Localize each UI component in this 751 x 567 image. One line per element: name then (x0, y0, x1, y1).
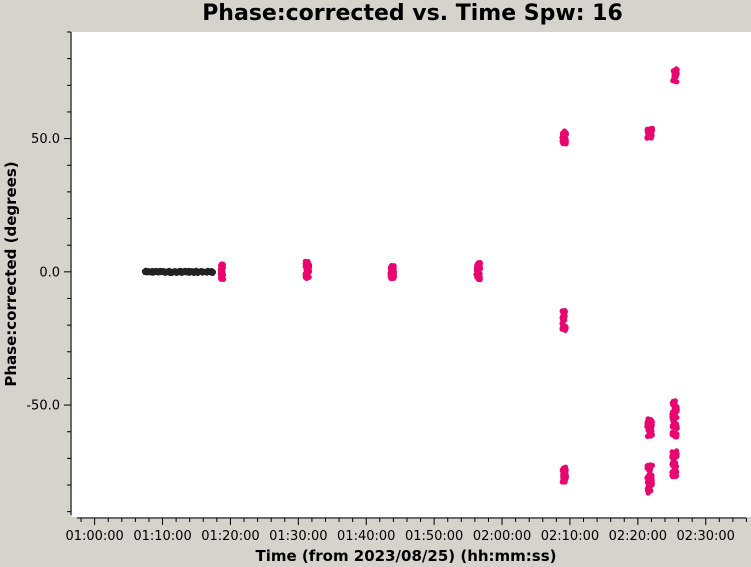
data-point (648, 488, 654, 494)
data-point (672, 450, 678, 456)
y-tick-label: 0.0 (39, 265, 60, 280)
data-point (648, 127, 654, 133)
data-point (649, 477, 655, 483)
data-point (561, 131, 567, 137)
data-point (674, 425, 680, 431)
x-tick-label: 01:00:00 (65, 529, 123, 544)
data-point (219, 267, 225, 273)
data-point (671, 73, 677, 79)
data-point (647, 426, 653, 433)
data-point (670, 461, 676, 467)
data-point (219, 275, 225, 281)
data-point (670, 418, 676, 424)
data-point (561, 137, 567, 144)
data-point (304, 259, 311, 265)
data-point (476, 276, 482, 282)
x-tick-label: 02:10:00 (541, 529, 599, 544)
data-point (647, 420, 654, 426)
y-tick-label: -50.0 (26, 399, 60, 414)
data-point (645, 467, 652, 473)
data-point (559, 326, 565, 332)
scatter-plot[interactable] (72, 32, 751, 517)
data-point (561, 312, 567, 318)
data-point (670, 473, 676, 479)
data-point (649, 482, 655, 488)
x-tick-label: 01:30:00 (269, 529, 327, 544)
data-point (562, 479, 568, 485)
x-tick-label: 01:50:00 (405, 529, 463, 544)
data-point (645, 483, 651, 490)
data-point (646, 472, 652, 478)
x-tick-label: 01:20:00 (201, 529, 259, 544)
data-point (674, 473, 680, 479)
y-tick-label: 50.0 (31, 132, 60, 147)
x-tick-label: 02:20:00 (609, 529, 667, 544)
chart-title: Phase:corrected vs. Time Spw: 16 (202, 1, 623, 26)
data-point (647, 133, 653, 139)
data-point (674, 404, 680, 410)
data-point (562, 473, 568, 479)
x-tick-label: 01:40:00 (337, 529, 395, 544)
data-point (674, 67, 680, 73)
data-point (672, 398, 678, 404)
y-axis-label: Phase:corrected (degrees) (2, 161, 20, 387)
data-point (388, 265, 394, 271)
data-point (672, 432, 678, 438)
plot-area[interactable] (72, 32, 751, 517)
x-tick-label: 02:00:00 (473, 529, 531, 544)
data-point (649, 462, 656, 468)
data-point (306, 274, 312, 280)
x-tick-label: 01:10:00 (133, 529, 191, 544)
data-point (644, 479, 651, 485)
data-point (304, 268, 310, 274)
data-point (673, 410, 679, 416)
data-point (387, 274, 393, 280)
x-tick-label: 02:30:00 (677, 529, 735, 544)
data-point (475, 270, 481, 277)
data-point (391, 271, 397, 277)
x-axis-label: Time (from 2023/08/25) (hh:mm:ss) (255, 547, 557, 565)
data-point (210, 269, 217, 275)
data-point (562, 466, 568, 473)
